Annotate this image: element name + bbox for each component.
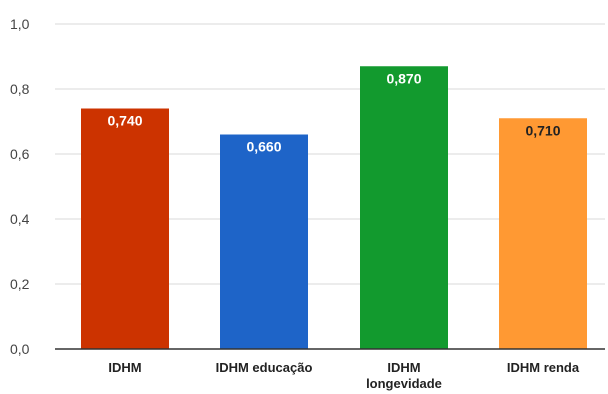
data-label: 0,740 <box>107 113 142 129</box>
data-label: 0,660 <box>246 139 281 155</box>
x-category-label: IDHM <box>108 360 141 375</box>
bar <box>360 66 448 349</box>
x-axis-category-labels: IDHM IDHM educação IDHM longevidade IDHM ren… <box>108 360 579 391</box>
data-label: 0,870 <box>386 70 421 86</box>
bars <box>81 66 587 349</box>
y-tick-label: 0,2 <box>10 276 30 292</box>
y-tick-label: 0,8 <box>10 81 30 97</box>
y-tick-label: 0,6 <box>10 146 30 162</box>
y-tick-label: 0,0 <box>10 341 30 357</box>
bar <box>499 118 587 349</box>
data-labels: 0,740 0,660 0,870 0,710 <box>107 70 560 154</box>
x-category-label: IDHM longevidade <box>366 360 442 391</box>
y-tick-label: 1,0 <box>10 16 30 32</box>
x-category-label: IDHM renda <box>507 360 580 375</box>
bar <box>220 134 308 349</box>
y-axis-tick-labels: 0,0 0,2 0,4 0,6 0,8 1,0 <box>10 16 30 357</box>
data-label: 0,710 <box>525 122 560 138</box>
y-tick-label: 0,4 <box>10 211 30 227</box>
bar <box>81 108 169 349</box>
x-category-label: IDHM educação <box>216 360 313 375</box>
